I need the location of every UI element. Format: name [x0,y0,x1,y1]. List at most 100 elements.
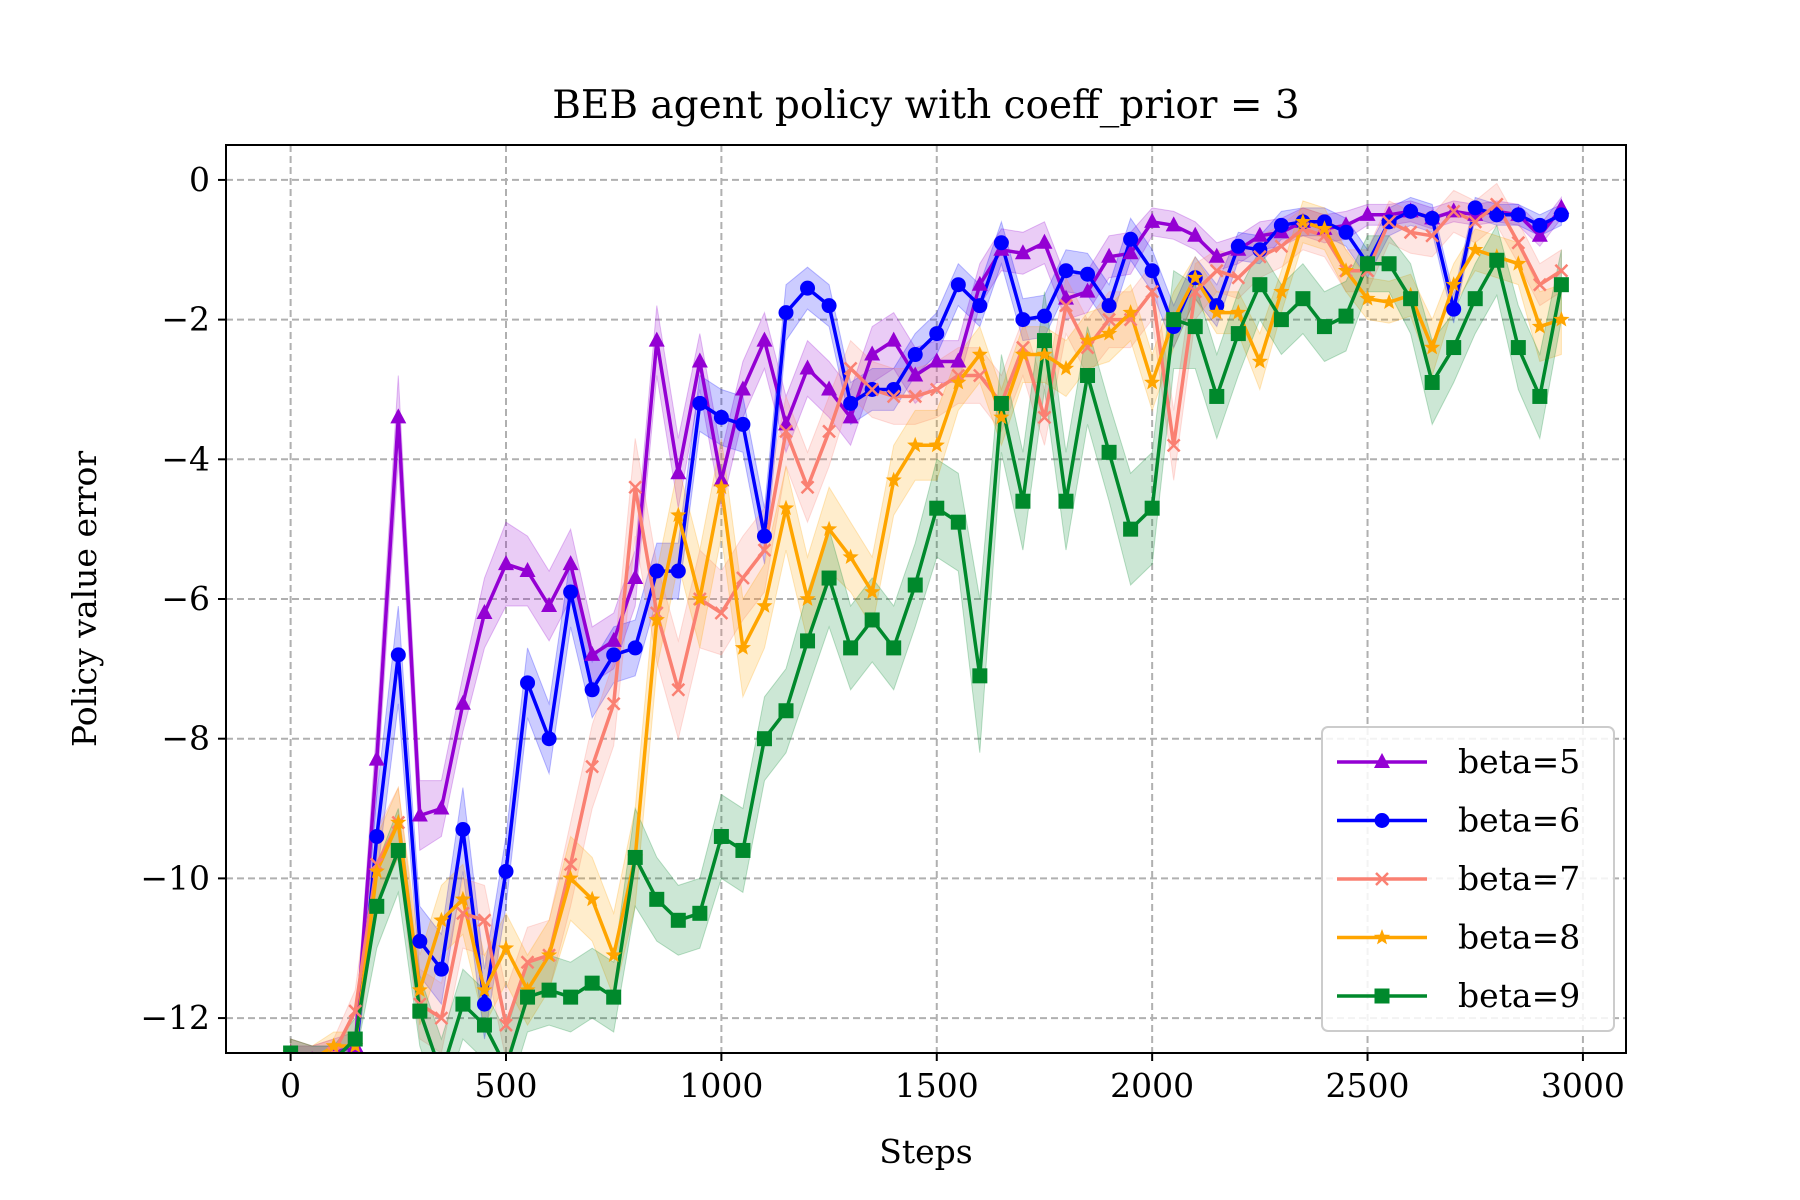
data-point [1079,332,1096,348]
data-point [606,647,622,663]
data-point [283,1045,299,1053]
data-point [885,331,902,347]
data-point [1446,301,1462,317]
data-point [454,890,471,907]
y-tick-label: 0 [189,160,210,199]
data-point [1489,207,1505,223]
data-point [756,597,773,613]
data-point [1036,308,1052,324]
y-tick-label: −8 [161,719,210,758]
data-point [476,996,492,1012]
data-point [864,345,881,361]
data-point [928,436,945,453]
data-point [541,596,558,612]
data-point [928,352,945,368]
data-point [412,933,428,949]
data-point [584,682,600,698]
data-point [1058,263,1074,279]
y-axis-label: Policy value error [65,451,104,748]
data-point [929,326,945,342]
x-marker-stroke [714,606,729,620]
x-marker-stroke [1468,214,1483,229]
data-point [520,989,536,1005]
data-point [1403,203,1419,219]
x-marker-stroke [520,955,535,970]
data-point [885,471,902,488]
data-point [778,703,794,719]
data-point [713,478,730,495]
x-marker-stroke [886,389,901,404]
data-point [1101,325,1118,341]
data-point [1208,304,1225,320]
data-point [1252,249,1267,264]
data-point [734,380,751,396]
x-axis-ticks: 0 500 1000 1500 2000 2500 3000 [280,1053,1625,1105]
data-point [390,842,406,858]
data-point [736,571,750,585]
data-point [1424,374,1440,390]
data-point [799,359,816,375]
data-point [1337,262,1355,278]
data-point [648,331,665,347]
data-point [648,611,665,627]
data-point [670,506,687,523]
data-point [1445,276,1462,292]
legend-label: beta=8 [1458,918,1580,957]
legend-box [1321,726,1615,1032]
data-point [1316,220,1333,236]
data-point [1317,228,1332,243]
data-point [1166,438,1181,453]
data-point [1080,340,1095,355]
data-point [605,946,622,963]
x-marker-stroke [822,424,836,439]
x-marker-stroke [499,1018,513,1032]
data-point [800,280,816,296]
data-point [864,583,881,599]
data-point [584,645,601,661]
data-point [562,555,579,571]
data-point [1359,205,1376,221]
x-tick-label: 2500 [1326,1066,1410,1105]
data-point [843,395,859,411]
data-point [1510,340,1526,356]
data-point [779,424,793,439]
data-point [929,382,944,397]
x-marker-stroke [585,759,600,774]
x-marker-stroke [779,424,793,439]
x-marker-stroke [606,696,621,711]
x-axis-label: Steps [879,1132,972,1171]
data-point [1165,216,1182,232]
x-tick-label: 1500 [895,1066,979,1105]
data-point [735,842,751,858]
data-point [971,275,988,291]
data-point [1510,207,1526,223]
x-marker-stroke [1080,340,1095,355]
data-point [886,389,901,404]
data-point [627,849,643,865]
y-tick-label: −10 [140,858,210,897]
data-point [886,640,902,656]
x-marker-stroke [628,480,643,495]
data-point [563,857,578,872]
x-tick-label: 500 [475,1066,538,1105]
data-point [1425,228,1440,243]
data-point [692,905,708,921]
data-point [950,514,966,530]
data-point [1403,225,1418,240]
data-point [1101,298,1117,314]
data-point [1359,290,1376,306]
data-point [434,1011,449,1025]
data-point [1531,226,1548,242]
data-point [456,906,470,921]
data-point [1251,353,1268,369]
data-point [691,590,708,606]
data-point [390,647,406,663]
data-point [498,863,514,879]
data-point [628,480,643,495]
data-point [993,235,1009,251]
legend-label: beta=7 [1458,859,1580,898]
data-point [713,409,729,425]
x-marker-stroke [757,543,772,557]
data-point [326,1046,341,1053]
x-marker-stroke [1166,438,1181,453]
